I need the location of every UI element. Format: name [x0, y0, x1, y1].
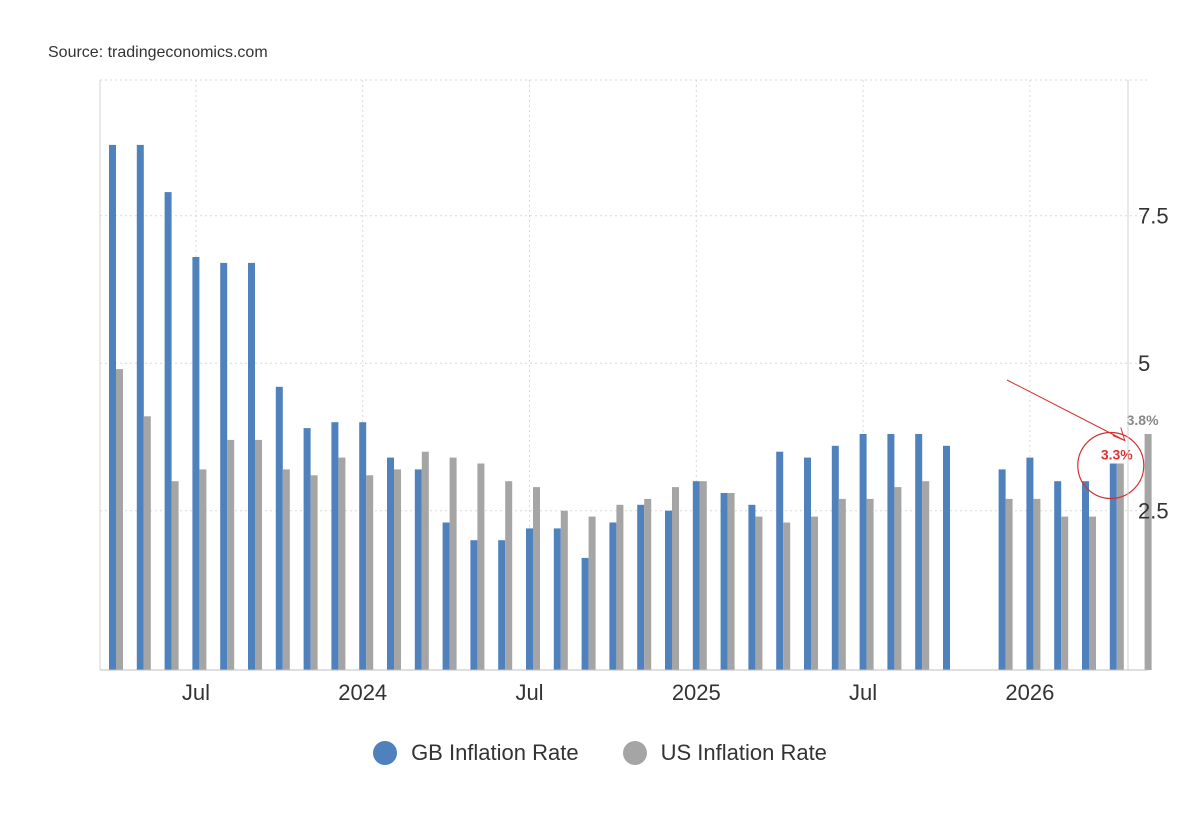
- legend-label-gb: GB Inflation Rate: [411, 740, 579, 765]
- bar-gb[interactable]: [609, 522, 617, 671]
- bar-gb[interactable]: [303, 428, 311, 670]
- bar-us[interactable]: [560, 510, 568, 670]
- bar-us[interactable]: [338, 457, 346, 670]
- bar-us[interactable]: [394, 469, 401, 670]
- bar-gb[interactable]: [859, 434, 867, 670]
- source-label: Source: tradingeconomics.com: [48, 44, 268, 61]
- bar-gb[interactable]: [915, 434, 923, 670]
- bar-gb[interactable]: [220, 262, 228, 670]
- legend: GB Inflation Rate US Inflation Rate: [0, 740, 1200, 766]
- bar-us[interactable]: [199, 469, 207, 670]
- bar-us[interactable]: [1144, 434, 1152, 670]
- bar-gb[interactable]: [331, 422, 339, 670]
- bar-gb[interactable]: [275, 386, 283, 670]
- y-tick-label: 2.5: [1138, 499, 1169, 524]
- legend-swatch-gb: [373, 741, 398, 765]
- bar-us[interactable]: [505, 481, 513, 670]
- bar-us[interactable]: [282, 469, 290, 670]
- bar-us[interactable]: [1116, 463, 1124, 671]
- annotation-arrow-head: [1112, 427, 1126, 442]
- bar-gb[interactable]: [136, 144, 144, 670]
- bar-gb[interactable]: [720, 493, 728, 670]
- bar-gb[interactable]: [109, 144, 116, 670]
- bar-gb[interactable]: [248, 262, 255, 670]
- bar-us[interactable]: [255, 439, 262, 670]
- x-tick-label: Jul: [849, 680, 877, 705]
- bar-us[interactable]: [866, 498, 874, 670]
- y-tick-label: 5: [1138, 351, 1150, 376]
- bar-us[interactable]: [699, 481, 707, 670]
- bar-gb[interactable]: [1054, 481, 1062, 670]
- bar-gb[interactable]: [804, 457, 811, 670]
- bar-us[interactable]: [449, 457, 457, 670]
- bar-us[interactable]: [783, 522, 791, 671]
- bar-us[interactable]: [1005, 498, 1013, 670]
- bar-gb[interactable]: [1026, 457, 1034, 670]
- bar-gb[interactable]: [526, 528, 533, 670]
- x-tick-label: Jul: [515, 680, 543, 705]
- bar-us[interactable]: [116, 369, 123, 670]
- bar-gb[interactable]: [998, 469, 1006, 670]
- bar-us[interactable]: [533, 487, 540, 670]
- bar-us[interactable]: [143, 416, 151, 670]
- bar-gb[interactable]: [359, 422, 367, 670]
- bar-gb[interactable]: [581, 557, 589, 670]
- bar-gb[interactable]: [1082, 481, 1089, 670]
- annotation-layer: 3.8% 3.3%: [1006, 379, 1159, 500]
- bar-us[interactable]: [421, 451, 429, 670]
- bar-us[interactable]: [366, 475, 374, 670]
- bar-gb[interactable]: [665, 510, 672, 670]
- y-tick-label: 7.5: [1138, 204, 1169, 229]
- bar-us[interactable]: [171, 481, 179, 670]
- bar-us[interactable]: [616, 504, 624, 670]
- bar-gb[interactable]: [1109, 463, 1117, 671]
- bar-us[interactable]: [755, 516, 763, 670]
- bar-gb[interactable]: [831, 445, 839, 670]
- bar-gb[interactable]: [748, 504, 756, 670]
- bar-gb[interactable]: [387, 457, 394, 670]
- bar-us[interactable]: [894, 487, 902, 670]
- annotation-arrow-line: [1006, 379, 1126, 441]
- bar-gb[interactable]: [470, 540, 478, 670]
- bar-gb[interactable]: [776, 451, 784, 670]
- bar-us[interactable]: [838, 498, 846, 670]
- axis-layer: 2.5 5 7.5 Jul 2024 Jul 2025 Jul 2026: [99, 80, 1169, 705]
- bar-gb[interactable]: [637, 504, 645, 670]
- bar-us[interactable]: [588, 516, 596, 670]
- bar-us[interactable]: [477, 463, 485, 671]
- bar-us[interactable]: [811, 516, 818, 670]
- bar-us[interactable]: [310, 475, 318, 670]
- annotation-gb-value: 3.3%: [1101, 447, 1133, 463]
- bar-us[interactable]: [922, 481, 930, 670]
- annotation-us-value: 3.8%: [1127, 412, 1159, 428]
- bar-gb[interactable]: [887, 434, 895, 670]
- bar-gb[interactable]: [692, 481, 700, 670]
- bar-us[interactable]: [644, 498, 652, 670]
- bar-us[interactable]: [727, 493, 735, 670]
- bar-us[interactable]: [1089, 516, 1096, 670]
- bar-us[interactable]: [672, 487, 679, 670]
- legend-label-us: US Inflation Rate: [660, 740, 827, 765]
- legend-item-us[interactable]: US Inflation Rate: [622, 740, 827, 766]
- bar-us[interactable]: [1061, 516, 1069, 670]
- bar-gb[interactable]: [164, 192, 172, 670]
- legend-item-gb[interactable]: GB Inflation Rate: [373, 740, 579, 766]
- bar-gb[interactable]: [442, 522, 450, 671]
- bar-us[interactable]: [227, 439, 235, 670]
- x-tick-label: Jul: [182, 680, 210, 705]
- bars-layer: [109, 144, 1152, 671]
- x-tick-label: 2026: [1005, 680, 1054, 705]
- bar-gb[interactable]: [553, 528, 561, 670]
- bar-gb[interactable]: [192, 257, 200, 670]
- bar-us[interactable]: [1033, 498, 1041, 670]
- bar-gb[interactable]: [498, 540, 506, 670]
- x-tick-label: 2024: [338, 680, 387, 705]
- legend-swatch-us: [622, 741, 647, 765]
- bar-gb[interactable]: [943, 445, 950, 670]
- annotation-circle: [1077, 431, 1145, 500]
- bar-gb[interactable]: [414, 469, 422, 670]
- x-tick-label: 2025: [672, 680, 721, 705]
